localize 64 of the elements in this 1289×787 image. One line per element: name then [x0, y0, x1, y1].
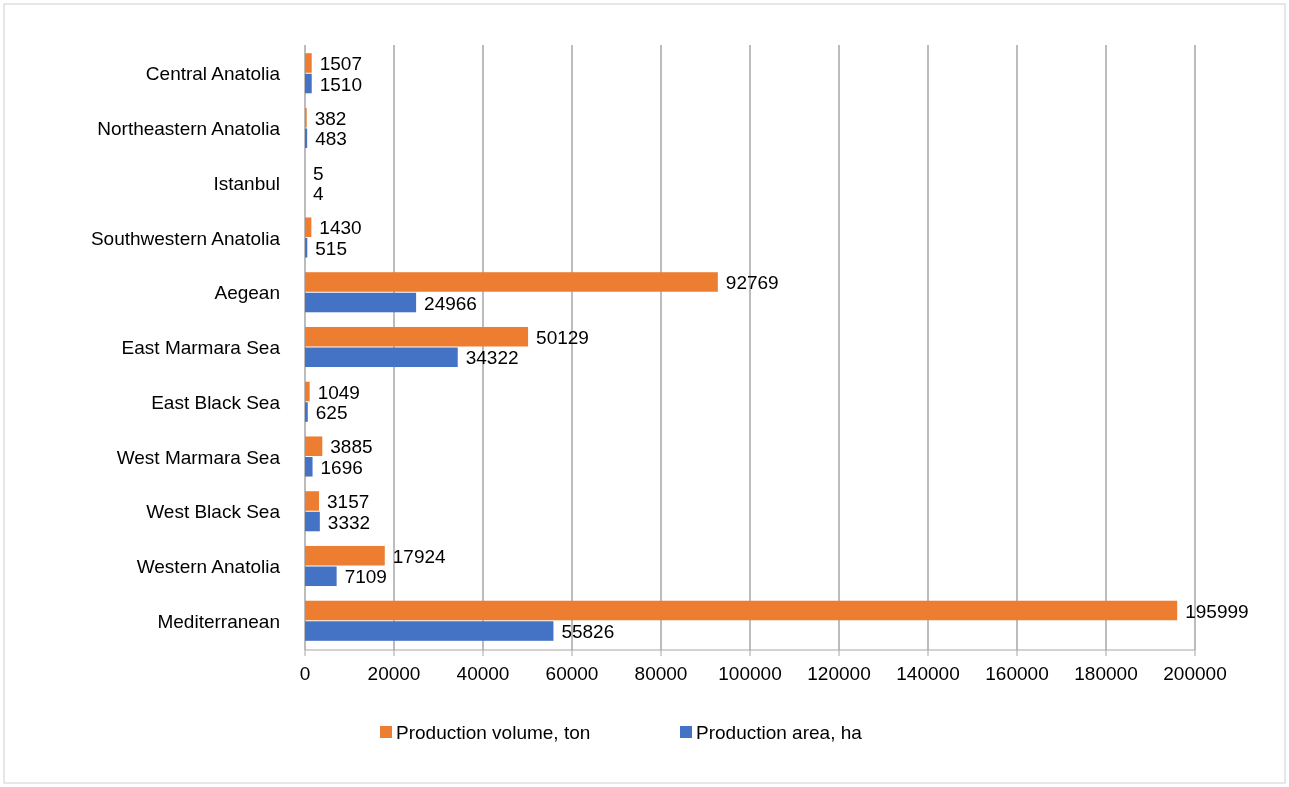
data-label: 55826	[561, 621, 615, 643]
y-tick-label: Central Anatolia	[145, 63, 281, 85]
bar	[305, 381, 310, 402]
bar	[305, 326, 529, 347]
bar	[305, 347, 458, 368]
y-tick-label: Western Anatolia	[136, 556, 281, 578]
x-tick-label: 120000	[807, 663, 871, 684]
x-tick-label: 0	[299, 663, 311, 684]
data-label: 34322	[465, 347, 519, 369]
x-tick-label: 180000	[1074, 663, 1138, 684]
data-label: 382	[314, 107, 347, 129]
data-label: 4	[313, 183, 325, 205]
data-label: 3332	[327, 511, 371, 533]
y-tick-label: Mediterranean	[157, 610, 280, 632]
bar	[305, 272, 718, 292]
data-label: 17924	[392, 545, 447, 567]
y-tick-label: East Black Sea	[151, 391, 281, 413]
data-label: 1430	[319, 217, 362, 239]
data-label: 483	[315, 128, 347, 150]
bar	[305, 457, 313, 477]
bar	[305, 545, 385, 566]
x-tick-label: 60000	[545, 663, 599, 684]
data-label: 92769	[725, 272, 779, 294]
x-tick-label: 80000	[634, 663, 688, 684]
bar	[305, 511, 320, 532]
data-label: 625	[315, 402, 348, 424]
data-label: 3885	[330, 436, 373, 458]
x-tick-label: 20000	[367, 663, 421, 684]
x-tick-label: 40000	[456, 663, 510, 684]
y-tick-label: Aegean	[214, 282, 280, 304]
legend-label: Production volume, ton	[396, 721, 591, 743]
x-tick-label: 140000	[896, 663, 960, 684]
y-tick-label: Istanbul	[213, 172, 280, 194]
x-tick-label: 100000	[718, 663, 782, 684]
y-tick-label: West Marmara Sea	[116, 446, 281, 468]
bar	[305, 402, 308, 422]
bar	[305, 436, 323, 456]
legend-label: Production area, ha	[696, 721, 863, 743]
data-label: 1510	[319, 73, 362, 95]
y-tick-label: Southwestern Anatolia	[90, 227, 281, 249]
data-label: 3157	[327, 491, 370, 513]
data-label: 1049	[317, 381, 360, 403]
x-tick-label: 160000	[985, 663, 1049, 684]
bar	[305, 128, 308, 149]
bar	[305, 621, 554, 641]
data-label: 7109	[344, 566, 387, 588]
bar	[305, 53, 312, 73]
y-tick-label: East Marmara Sea	[121, 337, 281, 359]
bar	[305, 491, 320, 511]
data-label: 5	[313, 162, 324, 184]
y-tick-label: West Black Sea	[146, 501, 281, 523]
bar	[305, 600, 1178, 621]
data-label: 24966	[424, 292, 477, 314]
data-label: 1507	[319, 53, 362, 75]
y-tick-label: Northeastern Anatolia	[97, 118, 281, 140]
data-label: 1696	[320, 456, 363, 478]
x-tick-label: 200000	[1163, 663, 1227, 684]
data-label: 195999	[1185, 600, 1249, 622]
bar	[305, 217, 312, 237]
data-label: 515	[315, 237, 347, 259]
bar	[305, 73, 312, 94]
bar	[305, 292, 417, 313]
bar	[305, 566, 337, 587]
data-label: 50129	[536, 326, 589, 348]
